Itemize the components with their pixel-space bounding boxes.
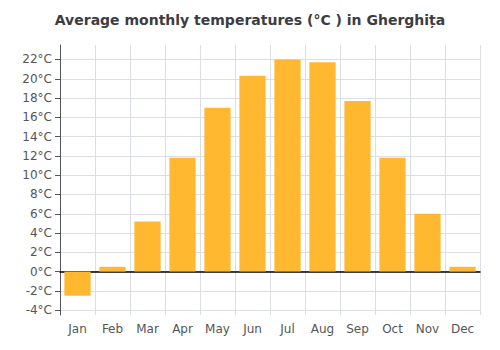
svg-text:6°C: 6°C xyxy=(30,207,52,221)
svg-text:-2°C: -2°C xyxy=(26,284,52,298)
svg-text:20°C: 20°C xyxy=(22,72,52,86)
svg-text:Feb: Feb xyxy=(102,322,123,336)
svg-text:22°C: 22°C xyxy=(22,52,52,66)
svg-text:Nov: Nov xyxy=(416,322,439,336)
svg-text:Mar: Mar xyxy=(136,322,159,336)
svg-text:Oct: Oct xyxy=(382,322,403,336)
svg-text:Sep: Sep xyxy=(346,322,369,336)
svg-text:-4°C: -4°C xyxy=(26,303,52,317)
svg-text:4°C: 4°C xyxy=(30,226,52,240)
svg-text:Jul: Jul xyxy=(279,322,294,336)
svg-text:12°C: 12°C xyxy=(22,149,52,163)
svg-text:Aug: Aug xyxy=(311,322,334,336)
svg-text:Jan: Jan xyxy=(67,322,87,336)
svg-text:Dec: Dec xyxy=(451,322,474,336)
svg-text:10°C: 10°C xyxy=(22,168,52,182)
svg-text:18°C: 18°C xyxy=(22,91,52,105)
svg-text:0°C: 0°C xyxy=(30,265,52,279)
svg-text:Apr: Apr xyxy=(172,322,193,336)
svg-text:2°C: 2°C xyxy=(30,245,52,259)
svg-text:8°C: 8°C xyxy=(30,187,52,201)
svg-text:16°C: 16°C xyxy=(22,110,52,124)
svg-text:May: May xyxy=(205,322,230,336)
svg-text:Jun: Jun xyxy=(242,322,262,336)
svg-text:14°C: 14°C xyxy=(22,130,52,144)
svg-text:Average monthly temperatures (: Average monthly temperatures (°C ) in Gh… xyxy=(55,12,445,29)
